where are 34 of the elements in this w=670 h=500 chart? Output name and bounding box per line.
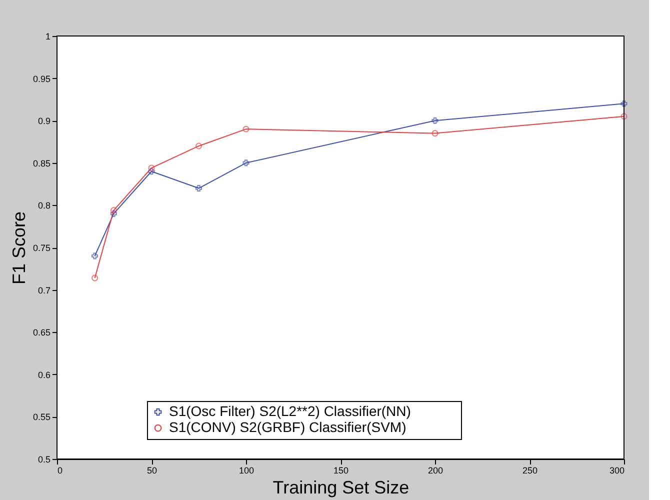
x-tick-label: 300	[609, 466, 624, 476]
x-tick-label: 250	[522, 466, 538, 476]
y-tick-label: 0.75	[32, 243, 50, 253]
x-tick-label: 50	[146, 466, 158, 476]
legend-label: S1(CONV) S2(GRBF) Classifier(SVM)	[169, 419, 406, 435]
x-tick-label: 0	[58, 466, 63, 476]
legend-label: S1(Osc Filter) S2(L2**2) Classifier(NN)	[169, 403, 411, 419]
y-tick-label: 0.65	[32, 328, 50, 338]
x-tick-label: 150	[333, 466, 349, 476]
point	[620, 100, 628, 107]
point	[110, 210, 117, 217]
point	[432, 130, 438, 137]
y-tick-label: 0.5	[38, 454, 50, 464]
point	[196, 185, 202, 192]
y-tick-label: 1	[45, 32, 50, 42]
point	[196, 142, 202, 150]
y-axis-title: F1 Score	[8, 211, 29, 285]
y-tick-label: 0.95	[32, 74, 50, 84]
y-tick-label: 0.85	[32, 158, 50, 168]
y-tick-label: 0.55	[32, 412, 50, 422]
y-tick-label: 0.9	[38, 116, 50, 126]
point	[148, 164, 155, 172]
x-axis-title: Training Set Size	[272, 478, 410, 498]
point	[242, 160, 250, 166]
point	[92, 252, 98, 260]
y-tick-label: 0.8	[38, 200, 50, 211]
point	[242, 126, 250, 132]
point	[110, 207, 117, 214]
x-tick-label: 200	[428, 466, 444, 476]
x-tick-label: 100	[238, 466, 254, 476]
y-tick-label: 0.6	[38, 370, 50, 380]
y-tick-label: 0.7	[38, 285, 50, 296]
point	[148, 168, 155, 175]
point	[432, 117, 438, 124]
